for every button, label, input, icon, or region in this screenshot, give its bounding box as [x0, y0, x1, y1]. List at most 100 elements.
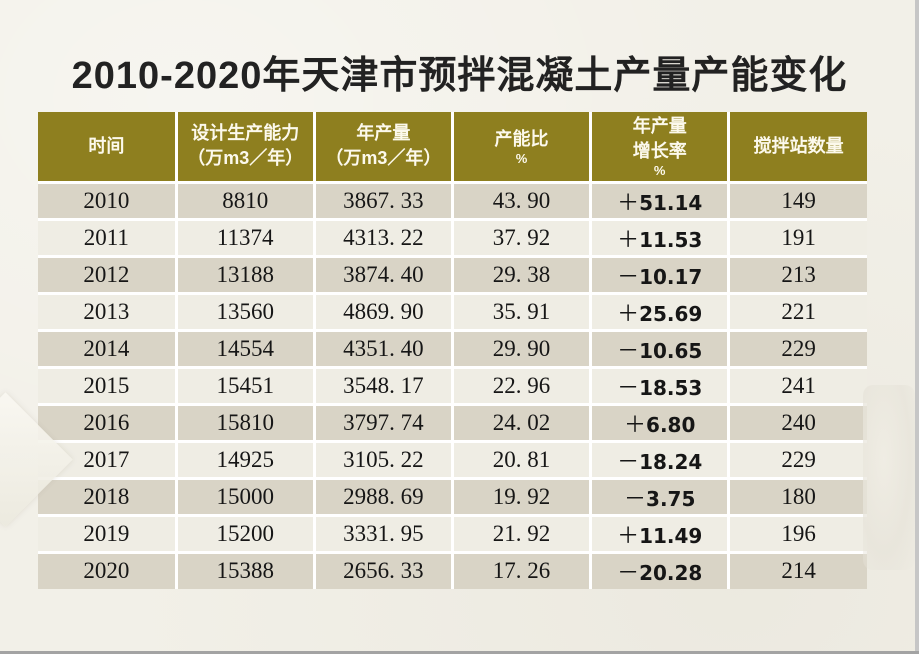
growth-value: 10.17	[639, 264, 703, 289]
cell-growth: －18.53	[589, 365, 731, 406]
cell-ratio: 37. 92	[450, 217, 593, 258]
cell-year: 2014	[38, 328, 178, 369]
column-header-output: 年产量 （万m3／年）	[312, 112, 454, 184]
column-header-stations: 搅拌站数量	[727, 112, 867, 184]
cell-ratio: 35. 91	[450, 291, 593, 332]
growth-sign: ＋	[617, 300, 640, 326]
growth-value: 11.49	[639, 523, 703, 548]
growth-sign: －	[617, 263, 640, 289]
table-row: 2020 15388 2656. 33 17. 26 －20.28 214	[38, 550, 867, 590]
table-row: 2019 15200 3331. 95 21. 92 ＋11.49 196	[38, 513, 867, 554]
growth-sign: ＋	[617, 189, 640, 215]
cell-ratio: 24. 02	[450, 402, 593, 443]
growth-sign: ＋	[617, 226, 640, 252]
cell-year: 2020	[38, 550, 178, 590]
cell-capacity: 15388	[174, 550, 316, 590]
cell-output: 3797. 74	[312, 402, 454, 443]
table-row: 2011 11374 4313. 22 37. 92 ＋11.53 191	[38, 217, 867, 258]
cell-capacity: 15810	[174, 402, 316, 443]
growth-value: 18.24	[639, 449, 703, 474]
column-header-year: 时间	[38, 112, 178, 184]
table-row: 2015 15451 3548. 17 22. 96 －18.53 241	[38, 365, 867, 406]
cell-stations: 214	[727, 550, 867, 590]
cell-growth: ＋11.53	[589, 217, 731, 258]
cell-year: 2012	[38, 254, 178, 295]
growth-value: 18.53	[639, 375, 703, 400]
cell-output: 3331. 95	[312, 513, 454, 554]
cell-stations: 240	[727, 402, 867, 443]
cell-capacity: 15000	[174, 476, 316, 517]
growth-sign: ＋	[617, 522, 640, 548]
cell-stations: 180	[727, 476, 867, 517]
cell-growth: －18.24	[589, 439, 731, 480]
cell-ratio: 17. 26	[450, 550, 593, 590]
cell-ratio: 22. 96	[450, 365, 593, 406]
cell-year: 2013	[38, 291, 178, 332]
cell-growth: －10.65	[589, 328, 731, 369]
cell-capacity: 14554	[174, 328, 316, 369]
slide-edge-right	[915, 0, 919, 654]
cell-year: 2015	[38, 365, 178, 406]
growth-value: 3.75	[646, 486, 696, 511]
table-row: 2013 13560 4869. 90 35. 91 ＋25.69 221	[38, 291, 867, 332]
column-header-ratio: 产能比%	[450, 112, 593, 184]
cell-ratio: 43. 90	[450, 180, 593, 221]
growth-sign: －	[617, 337, 640, 363]
growth-sign: －	[617, 374, 640, 400]
growth-value: 6.80	[646, 412, 696, 437]
cell-output: 2656. 33	[312, 550, 454, 590]
cell-growth: －20.28	[589, 550, 731, 590]
growth-value: 10.65	[639, 338, 703, 363]
cell-growth: －10.17	[589, 254, 731, 295]
cell-stations: 229	[727, 328, 867, 369]
cell-growth: －3.75	[589, 476, 731, 517]
table-row: 2014 14554 4351. 40 29. 90 －10.65 229	[38, 328, 867, 369]
growth-value: 51.14	[639, 190, 703, 215]
page-title: 2010-2020年天津市预拌混凝土产量产能变化	[71, 55, 848, 97]
cell-output: 4313. 22	[312, 217, 454, 258]
cell-stations: 213	[727, 254, 867, 295]
cell-stations: 196	[727, 513, 867, 554]
growth-sign: －	[617, 560, 640, 586]
growth-value: 11.53	[639, 227, 703, 252]
cell-growth: ＋51.14	[589, 180, 731, 221]
cell-stations: 191	[727, 217, 867, 258]
cell-output: 4351. 40	[312, 328, 454, 369]
cell-ratio: 21. 92	[450, 513, 593, 554]
cell-capacity: 14925	[174, 439, 316, 480]
cell-year: 2016	[38, 402, 178, 443]
cell-growth: ＋25.69	[589, 291, 731, 332]
growth-sign: －	[624, 485, 647, 511]
production-table: 时间 设计生产能力 （万m3／年） 年产量 （万m3／年） 产能比% 年产量 增长率% 搅拌站数…	[38, 112, 867, 590]
cell-output: 3105. 22	[312, 439, 454, 480]
table-row: 2017 14925 3105. 22 20. 81 －18.24 229	[38, 439, 867, 480]
table-row: 2012 13188 3874. 40 29. 38 －10.17 213	[38, 254, 867, 295]
cell-ratio: 20. 81	[450, 439, 593, 480]
growth-value: 25.69	[639, 301, 703, 326]
cell-output: 3548. 17	[312, 365, 454, 406]
cell-capacity: 13188	[174, 254, 316, 295]
cell-growth: ＋11.49	[589, 513, 731, 554]
cell-growth: ＋6.80	[589, 402, 731, 443]
table-row: 2016 15810 3797. 74 24. 02 ＋6.80 240	[38, 402, 867, 443]
growth-sign: －	[617, 448, 640, 474]
cell-ratio: 19. 92	[450, 476, 593, 517]
slide-edge-bottom	[0, 651, 919, 654]
growth-value: 20.28	[639, 561, 703, 586]
cell-year: 2019	[38, 513, 178, 554]
cell-stations: 241	[727, 365, 867, 406]
cell-stations: 221	[727, 291, 867, 332]
cell-capacity: 15200	[174, 513, 316, 554]
growth-sign: ＋	[624, 411, 647, 437]
cell-output: 3874. 40	[312, 254, 454, 295]
table-body: 2010 8810 3867. 33 43. 90 ＋51.14 149 2011 11374…	[38, 180, 867, 590]
table-row: 2018 15000 2988. 69 19. 92 －3.75 180	[38, 476, 867, 517]
cell-year: 2010	[38, 180, 178, 221]
cell-capacity: 13560	[174, 291, 316, 332]
cell-ratio: 29. 90	[450, 328, 593, 369]
watermark-image-right	[863, 385, 915, 570]
cell-year: 2018	[38, 476, 178, 517]
cell-year: 2017	[38, 439, 178, 480]
table-header-row: 时间 设计生产能力 （万m3／年） 年产量 （万m3／年） 产能比% 年产量 增长率% 搅拌站数…	[38, 112, 867, 184]
